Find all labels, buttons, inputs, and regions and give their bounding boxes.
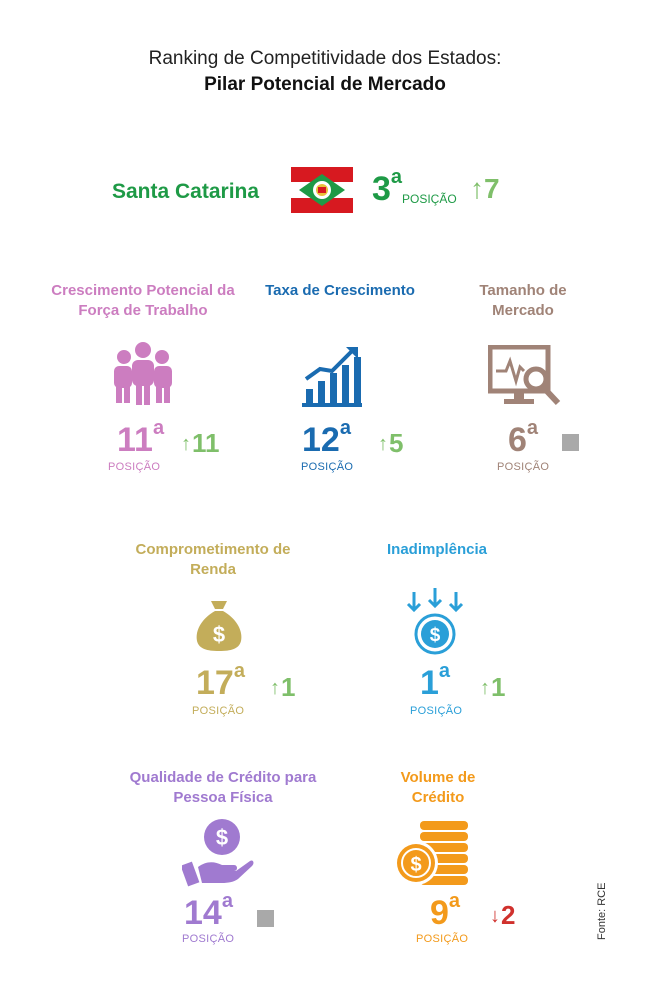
indicator-change: ↑1 <box>480 672 506 702</box>
indicator-rank: 17a <box>196 660 245 702</box>
arrow-down-icon: ↓ <box>490 905 500 927</box>
indicator-label-market-size: Tamanho de Mercado <box>479 282 567 319</box>
indicator-rank: 11a <box>117 417 165 459</box>
money-bag-icon: $ <box>196 601 242 651</box>
people-group-icon <box>114 342 172 405</box>
svg-text:$: $ <box>410 854 421 876</box>
state-position-label: POSIÇÃO <box>402 192 457 206</box>
state-name: Santa Catarina <box>112 180 260 203</box>
svg-text:$: $ <box>216 825 228 850</box>
arrow-up-icon: ↑ <box>480 677 490 699</box>
indicator-label-income-commitment: Comprometimento de Renda <box>135 541 291 578</box>
title-line-2: Pilar Potencial de Mercado <box>204 74 446 95</box>
indicator-label-credit-quality: Qualidade de Crédito para Pessoa Física <box>129 769 317 806</box>
indicator-label-labor-force: Crescimento Potencial da Força de Trabal… <box>51 282 235 319</box>
indicator-label-growth-rate: Taxa de Crescimento <box>265 282 415 299</box>
indicator-rank: 9a <box>430 890 461 932</box>
indicator-change: ↑5 <box>378 428 404 458</box>
bar-chart-growth-icon <box>302 347 362 407</box>
indicator-change: ↑11 <box>181 428 220 458</box>
indicator-change: ↓2 <box>490 900 516 930</box>
position-label: POSIÇÃO <box>410 705 463 717</box>
state-rank: 3a <box>372 166 403 208</box>
monitor-magnifier-icon <box>488 345 561 406</box>
svg-text:$: $ <box>213 622 225 647</box>
position-label: POSIÇÃO <box>182 933 235 945</box>
position-label: POSIÇÃO <box>301 461 354 473</box>
position-label: POSIÇÃO <box>416 933 469 945</box>
indicator-label-credit-volume: Volume de Crédito <box>400 769 476 806</box>
indicator-rank: 1a <box>420 660 451 702</box>
indicator-label-default: Inadimplência <box>386 541 488 558</box>
stable-square-icon <box>257 910 274 927</box>
arrow-up-icon: ↑ <box>470 173 484 204</box>
indicator-change: ↑1 <box>270 672 296 702</box>
title-line-1: Ranking de Competitividade dos Estados: <box>148 48 502 69</box>
arrow-up-icon: ↑ <box>378 433 388 455</box>
indicator-rank: 6a <box>508 417 539 459</box>
hand-coin-icon: $ <box>182 819 254 887</box>
svg-text:$: $ <box>430 625 441 646</box>
state-change: ↑7 <box>470 173 500 204</box>
source-note: Fonte: RCE <box>596 882 608 940</box>
position-label: POSIÇÃO <box>497 461 550 473</box>
position-label: POSIÇÃO <box>192 705 245 717</box>
stable-square-icon <box>562 434 579 451</box>
indicator-rank: 14a <box>184 890 233 932</box>
coin-stack-icon: $ <box>394 821 468 885</box>
position-label: POSIÇÃO <box>108 461 161 473</box>
coin-down-arrows-icon: $ <box>406 588 464 655</box>
indicator-rank: 12a <box>302 417 351 459</box>
arrow-up-icon: ↑ <box>270 677 280 699</box>
santa-catarina-flag-icon <box>291 167 353 213</box>
arrow-up-icon: ↑ <box>181 433 191 455</box>
